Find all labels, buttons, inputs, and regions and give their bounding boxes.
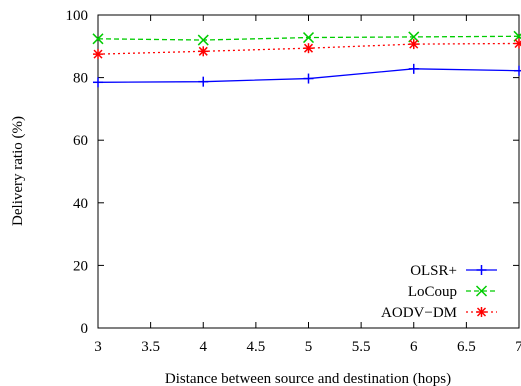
data-point — [514, 38, 521, 49]
x-tick-label: 6 — [410, 339, 418, 355]
series-1 — [93, 63, 521, 88]
x-axis-label: Distance between source and destination … — [165, 371, 451, 386]
legend-label: AODV−DM — [381, 305, 457, 321]
data-point — [92, 33, 104, 45]
y-tick-label: 80 — [73, 71, 88, 87]
x-tick-label: 4.5 — [247, 339, 266, 355]
x-tick-label: 3 — [94, 339, 102, 355]
plot-frame — [97, 14, 520, 329]
data-point — [408, 63, 419, 74]
legend-label: LoCoup — [408, 284, 457, 300]
data-point — [197, 34, 209, 46]
x-tick-label: 5 — [305, 339, 313, 355]
y-axis-label: Delivery ratio (%) — [10, 116, 26, 226]
legend-marker — [476, 307, 487, 317]
data-point — [514, 65, 521, 76]
data-point — [302, 32, 315, 44]
data-point — [93, 77, 103, 88]
x-tick-label: 3.5 — [141, 339, 160, 355]
legend-label: OLSR+ — [410, 263, 457, 279]
plot-area: 3 3.5 4 4.5 5 5.5 6 6.5 7 0 20 40 60 80 100 — [66, 8, 521, 355]
y-tick-label: 20 — [73, 258, 88, 274]
series-2 — [92, 30, 521, 46]
x-tick-label: 6.5 — [457, 339, 476, 355]
y-tick-label: 40 — [73, 196, 88, 212]
y-tick-label: 100 — [66, 8, 89, 24]
legend: OLSR+ LoCoup AODV−DM — [381, 263, 497, 321]
legend-marker — [475, 285, 488, 297]
x-tick-label: 5.5 — [352, 339, 371, 355]
y-tick-label: 60 — [73, 133, 88, 149]
x-tick-label: 4 — [200, 339, 208, 355]
legend-marker — [476, 265, 487, 275]
data-point — [303, 73, 314, 84]
series-layer — [92, 30, 521, 88]
data-point — [303, 43, 314, 54]
y-tick-label: 0 — [81, 321, 89, 337]
series-3 — [93, 38, 521, 60]
data-point — [198, 46, 209, 57]
x-tick-label: 7 — [515, 339, 521, 355]
data-point — [408, 39, 419, 50]
data-point — [93, 49, 103, 60]
data-point — [198, 76, 209, 87]
